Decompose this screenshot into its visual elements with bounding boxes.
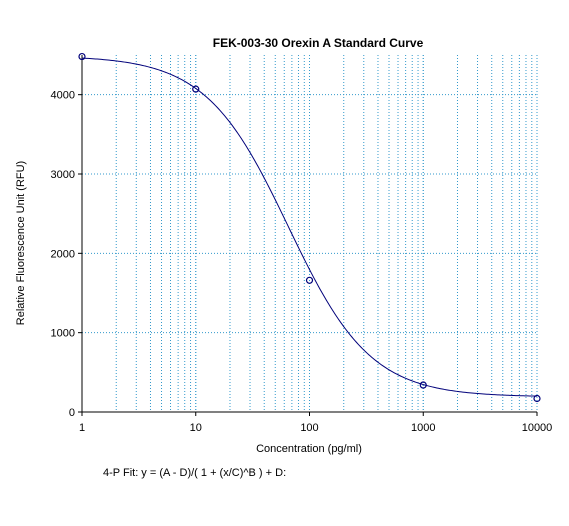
y-axis-label: Relative Fluorescence Unit (RFU)	[15, 161, 27, 325]
data-point	[78, 52, 86, 61]
x-tick-label: 1000	[411, 422, 435, 434]
data-points	[78, 52, 541, 403]
chart-title: FEK-003-30 Orexin A Standard Curve	[213, 36, 424, 50]
y-tick-label: 1000	[51, 328, 75, 340]
data-point	[533, 394, 541, 403]
x-tick-label: 10	[190, 422, 202, 434]
y-tick-label: 2000	[51, 248, 75, 260]
axis-ticks: 1 10 100 1000 10000 0 1000 2000 3000 4000	[51, 90, 553, 434]
data-point	[305, 276, 314, 284]
x-axis-label: Concentration (pg/ml)	[256, 443, 362, 455]
data-point	[192, 85, 200, 93]
x-tick-label: 10000	[522, 422, 553, 434]
grid	[82, 55, 538, 412]
x-tick-label: 100	[300, 422, 318, 434]
x-tick-label: 1	[79, 422, 85, 434]
fit-curve	[81, 57, 538, 397]
data-point	[419, 381, 427, 389]
y-tick-label: 4000	[51, 90, 75, 102]
fit-equation: 4-P Fit: y = (A - D)/( 1 + (x/C)^B ) + D…	[103, 467, 286, 479]
y-tick-label: 0	[69, 407, 75, 419]
y-tick-label: 3000	[51, 169, 75, 181]
